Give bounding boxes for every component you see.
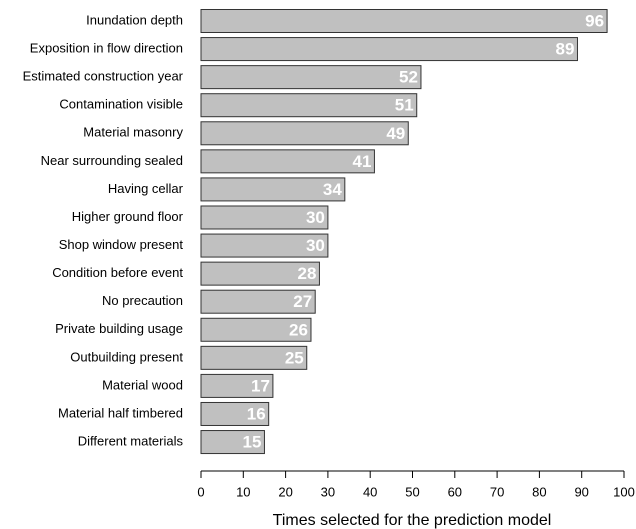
y-tick-label: Private building usage bbox=[55, 321, 183, 336]
y-tick-label: Having cellar bbox=[108, 181, 184, 196]
bar bbox=[200, 345, 308, 370]
x-tick-label: 0 bbox=[197, 484, 204, 499]
bar bbox=[200, 93, 418, 118]
bar bbox=[200, 317, 312, 342]
bar bbox=[200, 65, 422, 90]
y-tick-label: Material half timbered bbox=[58, 405, 183, 420]
bar bbox=[200, 177, 346, 202]
value-label: 30 bbox=[306, 236, 325, 255]
value-label: 96 bbox=[585, 11, 604, 30]
x-tick-label: 50 bbox=[405, 484, 419, 499]
y-tick-label: Exposition in flow direction bbox=[30, 41, 183, 56]
value-label: 15 bbox=[243, 433, 262, 452]
x-tick-label: 90 bbox=[574, 484, 588, 499]
y-tick-label: Condition before event bbox=[52, 265, 183, 280]
x-tick-label: 20 bbox=[278, 484, 292, 499]
bar bbox=[200, 9, 608, 33]
value-label: 89 bbox=[556, 40, 575, 59]
value-label: 28 bbox=[298, 264, 317, 283]
bar bbox=[200, 401, 270, 426]
y-tick-label: Outbuilding present bbox=[70, 349, 183, 364]
bar bbox=[200, 149, 375, 174]
value-label: 25 bbox=[285, 348, 304, 367]
value-label: 16 bbox=[247, 404, 266, 423]
bar bbox=[200, 205, 329, 230]
bar bbox=[200, 37, 578, 62]
value-label: 49 bbox=[386, 124, 405, 143]
x-tick-label: 70 bbox=[490, 484, 504, 499]
x-tick-label: 80 bbox=[532, 484, 546, 499]
bar bbox=[200, 233, 329, 258]
y-tick-label: Estimated construction year bbox=[23, 69, 184, 84]
value-label: 26 bbox=[289, 320, 308, 339]
y-tick-label: Material wood bbox=[102, 377, 183, 392]
value-label: 30 bbox=[306, 208, 325, 227]
bar bbox=[200, 430, 265, 455]
value-label: 17 bbox=[251, 376, 270, 395]
value-label: 51 bbox=[395, 96, 414, 115]
x-tick-label: 40 bbox=[363, 484, 377, 499]
value-label: 34 bbox=[323, 180, 342, 199]
y-tick-label: Different materials bbox=[78, 433, 184, 448]
x-tick-label: 10 bbox=[236, 484, 250, 499]
y-tick-label: Shop window present bbox=[59, 237, 184, 252]
x-axis-label: Times selected for the prediction model bbox=[273, 512, 552, 529]
x-tick-label: 100 bbox=[613, 484, 635, 499]
value-label: 41 bbox=[353, 152, 372, 171]
bar bbox=[200, 289, 316, 314]
y-tick-label: Higher ground floor bbox=[72, 209, 184, 224]
y-tick-label: Inundation depth bbox=[86, 12, 183, 27]
bar bbox=[200, 121, 409, 146]
bar bbox=[200, 373, 274, 398]
x-tick-label: 30 bbox=[321, 484, 335, 499]
value-label: 52 bbox=[399, 68, 418, 87]
y-tick-label: Material masonry bbox=[83, 125, 183, 140]
y-tick-label: Contamination visible bbox=[59, 97, 183, 112]
bar bbox=[200, 261, 320, 286]
y-tick-label: Near surrounding sealed bbox=[41, 153, 183, 168]
x-tick-label: 60 bbox=[448, 484, 462, 499]
y-tick-label: No precaution bbox=[102, 293, 183, 308]
value-label: 27 bbox=[293, 292, 312, 311]
